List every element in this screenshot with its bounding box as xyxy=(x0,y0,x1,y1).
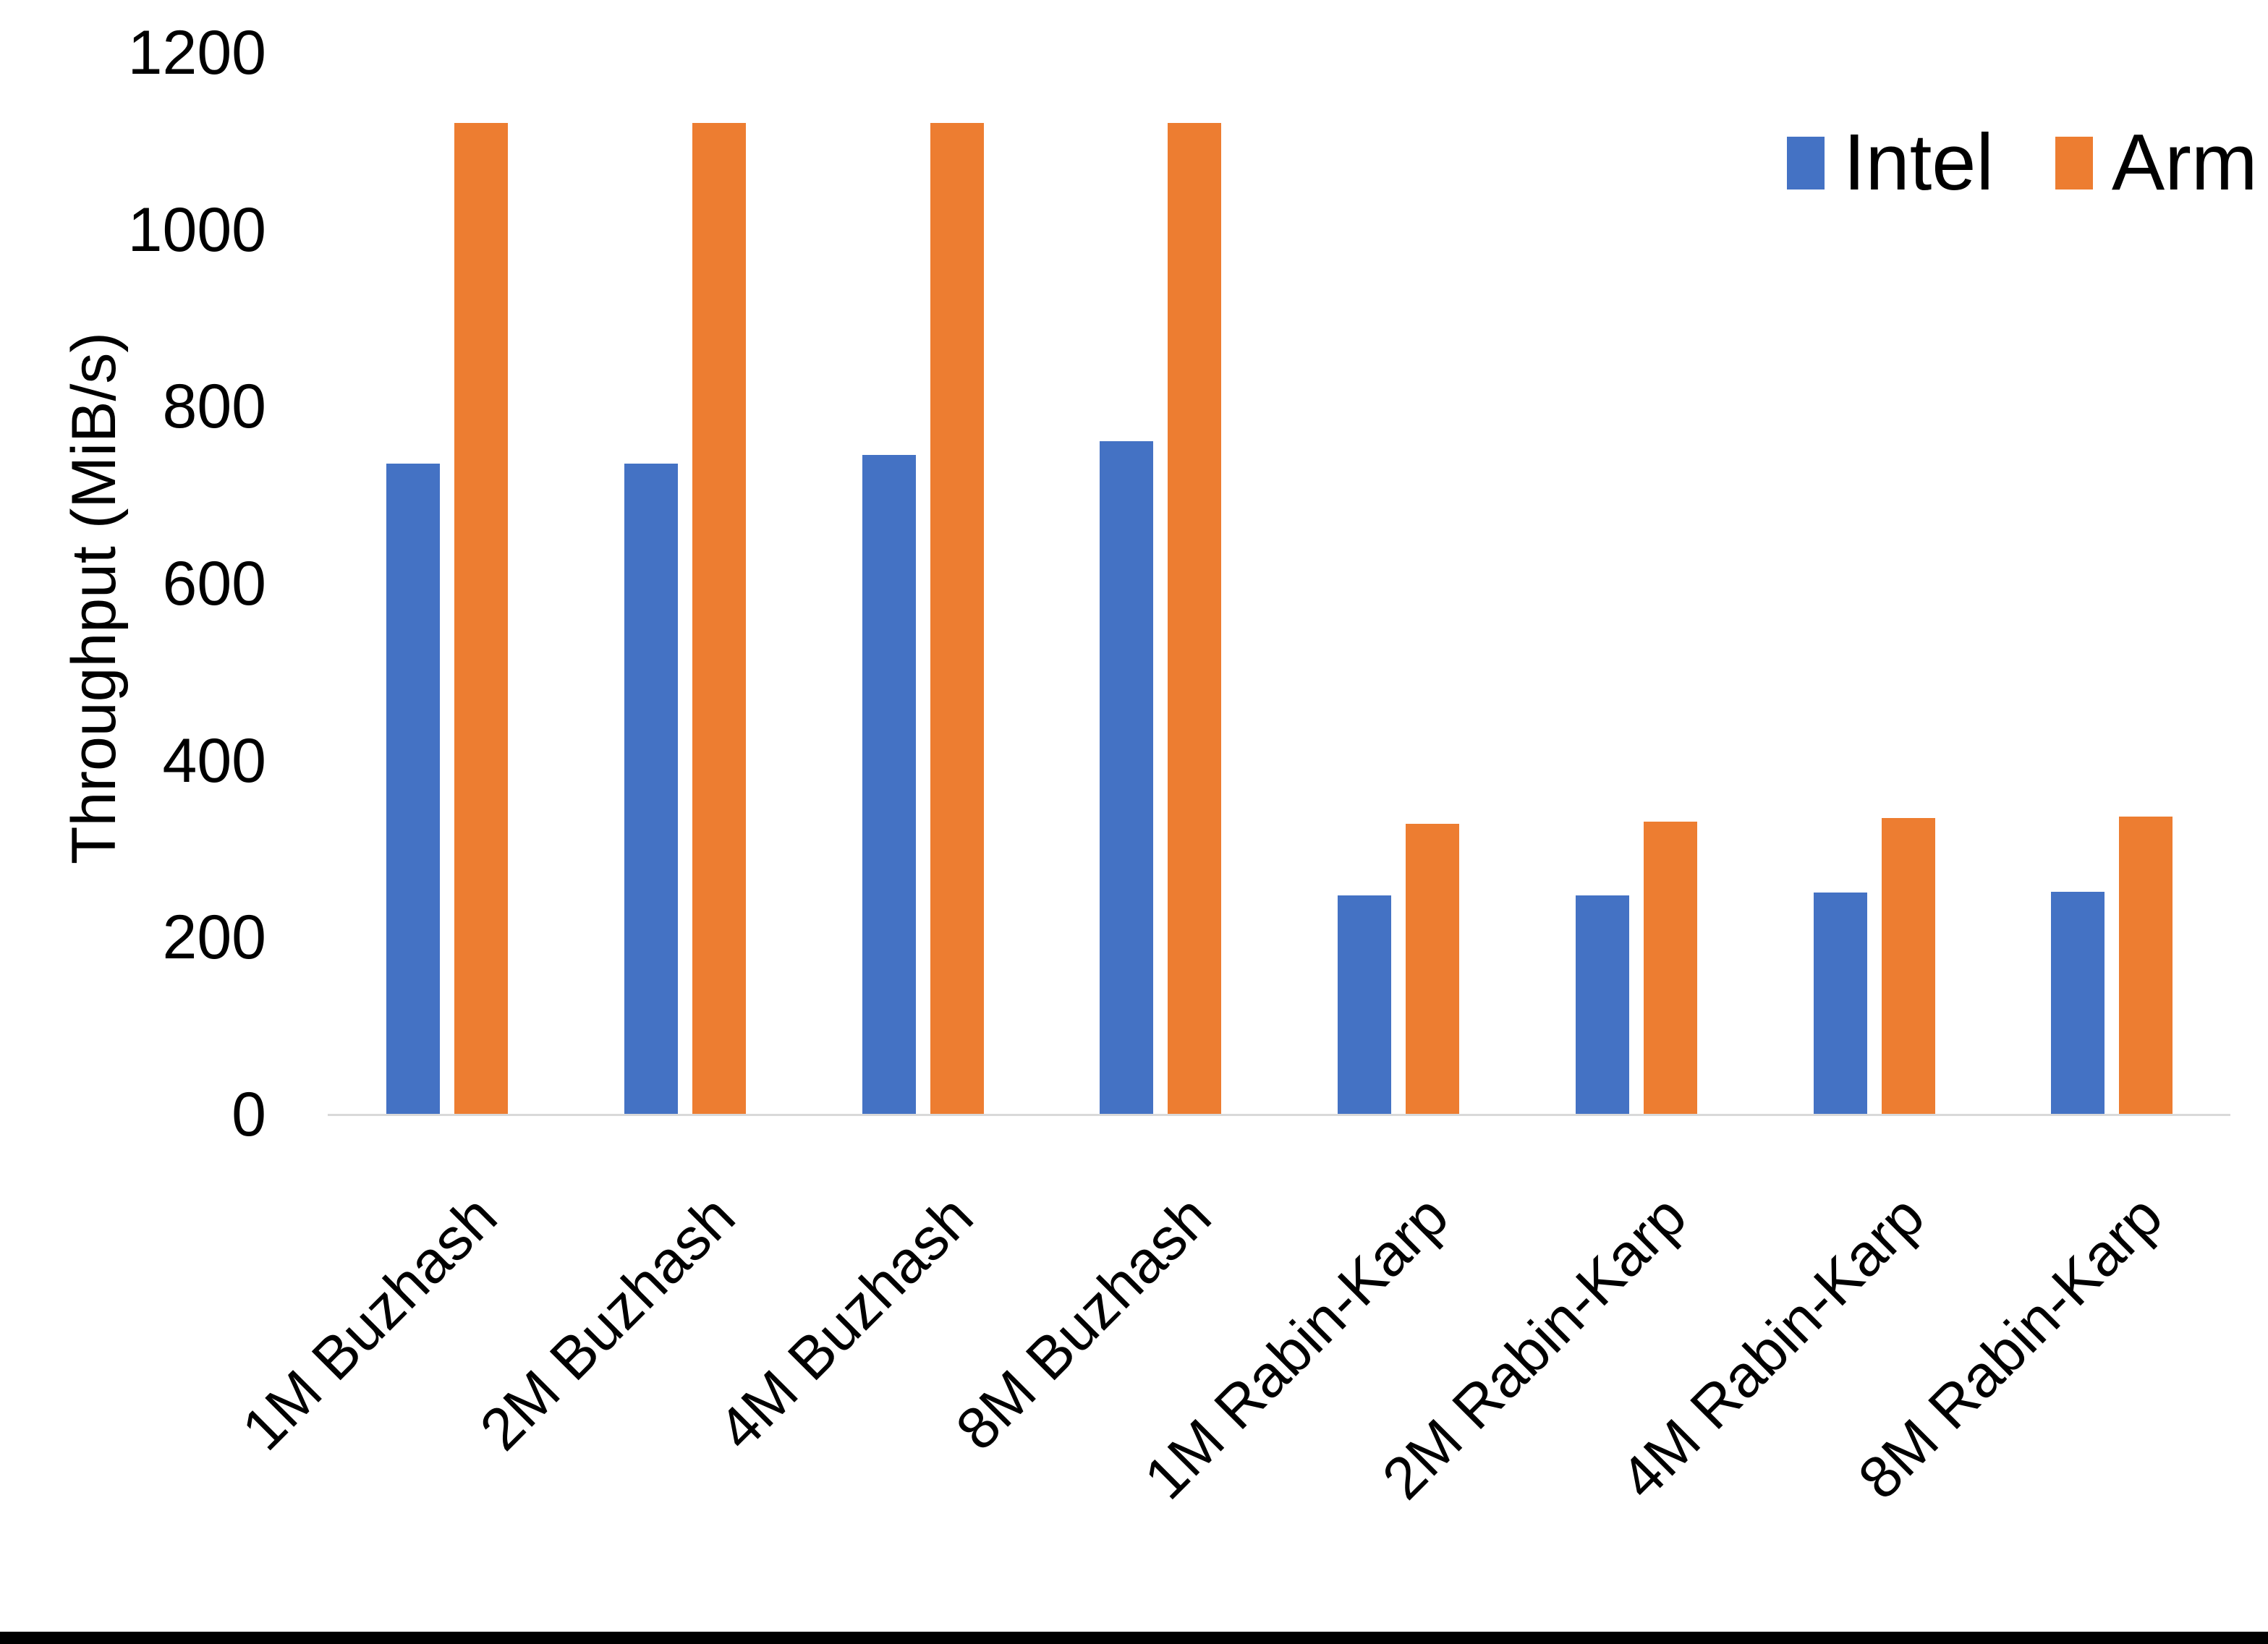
legend-swatch-arm xyxy=(2055,136,2093,189)
y-tick-label-200: 200 xyxy=(162,903,267,973)
y-tick-label-1200: 1200 xyxy=(127,18,266,88)
legend-swatch-intel xyxy=(1787,136,1825,189)
y-tick-label-600: 600 xyxy=(162,549,267,619)
bar-arm-4m-rabin-karp xyxy=(1881,818,1935,1114)
legend: Intel Arm xyxy=(1787,122,2258,203)
bar-arm-1m-buzhash xyxy=(454,123,508,1114)
y-tick-label-1000: 1000 xyxy=(127,195,266,265)
bar-intel-4m-buzhash xyxy=(862,455,916,1114)
y-tick-label-800: 800 xyxy=(162,372,267,442)
bar-intel-8m-rabin-karp xyxy=(2051,892,2105,1114)
y-tick-label-400: 400 xyxy=(162,725,267,796)
y-tick-label-0: 0 xyxy=(232,1080,266,1149)
bar-intel-1m-buzhash xyxy=(386,464,440,1114)
bar-arm-2m-buzhash xyxy=(692,123,746,1114)
bar-arm-8m-rabin-karp xyxy=(2119,817,2173,1114)
legend-label-intel: Intel xyxy=(1843,118,1994,207)
bar-intel-2m-buzhash xyxy=(624,464,678,1114)
bar-arm-2m-rabin-karp xyxy=(1643,822,1697,1114)
bar-arm-4m-buzhash xyxy=(930,123,984,1114)
bar-intel-8m-buzhash xyxy=(1100,441,1154,1114)
bar-arm-1m-rabin-karp xyxy=(1406,824,1459,1114)
legend-label-arm: Arm xyxy=(2111,118,2258,207)
plot-area xyxy=(328,0,2230,1116)
bar-intel-2m-rabin-karp xyxy=(1575,895,1629,1114)
bar-arm-8m-buzhash xyxy=(1168,123,1222,1114)
bottom-border xyxy=(0,1632,2268,1644)
x-axis-line xyxy=(328,1114,2230,1116)
bar-intel-1m-rabin-karp xyxy=(1338,895,1391,1114)
bar-intel-4m-rabin-karp xyxy=(1813,893,1867,1114)
